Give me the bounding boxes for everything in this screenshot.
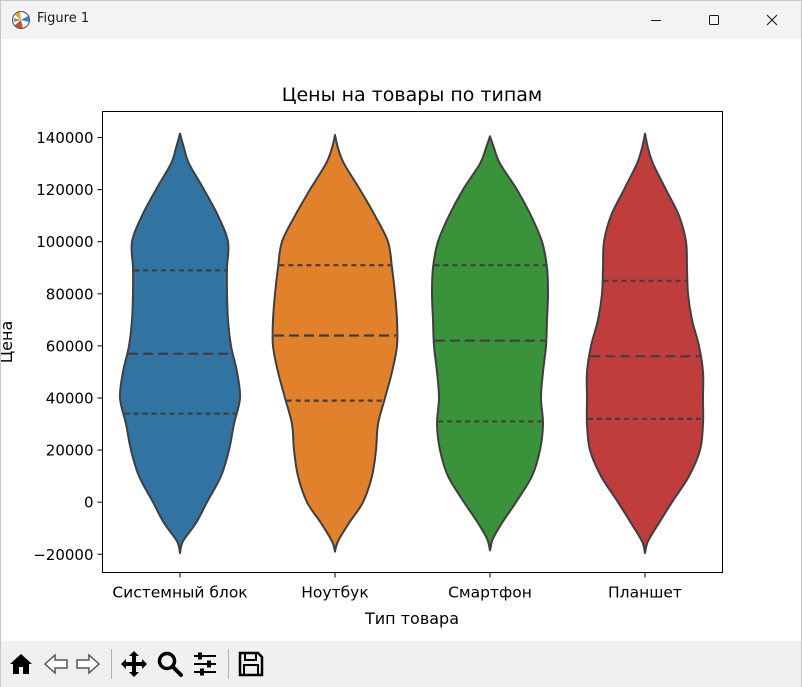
x-axis-label: Тип товара [364, 609, 459, 628]
violin-2 [271, 133, 399, 553]
window-title: Figure 1 [37, 11, 90, 26]
x-tick-label: Системный блок [112, 584, 247, 602]
forward-button[interactable] [73, 649, 103, 679]
close-icon [766, 14, 778, 26]
zoom-icon [157, 651, 183, 677]
back-icon [43, 653, 68, 675]
configure-icon [194, 652, 216, 676]
y-tick-label: 80000 [46, 285, 94, 303]
toolbar-separator [228, 649, 229, 679]
violin-4 [585, 132, 705, 554]
maximize-icon [709, 15, 719, 25]
y-tick-label: 120000 [36, 181, 93, 199]
y-tick-label: 100000 [36, 233, 93, 251]
y-tick-label: −20000 [33, 546, 93, 564]
y-tick-label: 60000 [46, 337, 94, 355]
y-tick-label: 140000 [36, 129, 93, 147]
x-tick-label: Смартфон [448, 584, 532, 602]
title-bar: Figure 1 [1, 1, 801, 39]
pan-button[interactable] [119, 649, 149, 679]
configure-button[interactable] [190, 649, 220, 679]
forward-icon [76, 653, 101, 675]
violin-3 [431, 135, 549, 552]
matplotlib-icon [12, 11, 30, 29]
navigation-toolbar [1, 641, 801, 687]
y-tick-label: 40000 [46, 389, 94, 407]
figure-canvas: Цены на товары по типам −20000 0 20000 4000… [0, 39, 801, 641]
save-icon [238, 651, 264, 677]
y-tick-label: 20000 [46, 442, 94, 460]
minimize-icon [651, 20, 661, 21]
x-tick-label: Ноутбук [301, 584, 368, 602]
save-button[interactable] [236, 649, 266, 679]
y-tick-label: 0 [84, 494, 94, 512]
violin-group [118, 132, 705, 554]
zoom-button[interactable] [155, 649, 185, 679]
chart-title: Цены на товары по типам [282, 84, 543, 106]
violin-chart: Цены на товары по типам −20000 0 20000 4000… [0, 84, 723, 628]
y-axis: −20000 0 20000 40000 60000 80000 100000 120000 1… [33, 129, 103, 564]
pan-icon [121, 651, 147, 677]
home-icon [10, 654, 32, 674]
home-button[interactable] [6, 649, 36, 679]
minimize-button[interactable] [627, 1, 685, 39]
x-axis: Системный блок Ноутбук Смартфон Планшет [112, 572, 682, 602]
y-axis-label: Цена [1, 321, 16, 364]
violin-1 [118, 132, 242, 554]
plot-frame [102, 111, 723, 573]
maximize-button[interactable] [685, 1, 743, 39]
toolbar-separator [111, 649, 112, 679]
back-button[interactable] [41, 649, 71, 679]
close-button[interactable] [743, 1, 801, 39]
x-tick-label: Планшет [608, 584, 682, 602]
